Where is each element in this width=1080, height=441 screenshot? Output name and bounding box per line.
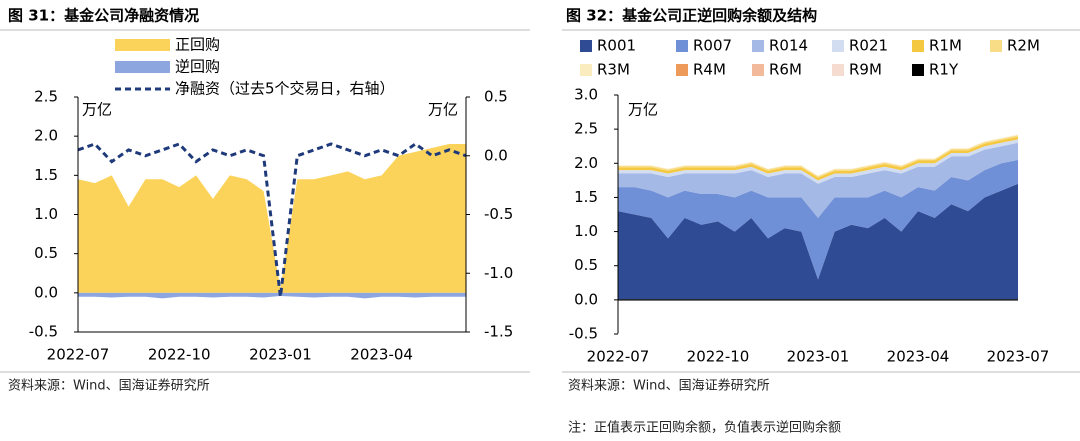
legend-swatch bbox=[832, 64, 844, 76]
legend-swatch bbox=[912, 64, 924, 76]
source: 资料来源：Wind、国海证券研究所 bbox=[8, 378, 210, 394]
y-tick-label: 0.0 bbox=[574, 290, 598, 308]
y-tick-label: 2.0 bbox=[574, 154, 598, 172]
y-tick-label: 0.0 bbox=[34, 283, 58, 301]
legend-swatch bbox=[115, 61, 170, 73]
x-tick-label: 2023-01 bbox=[787, 348, 850, 366]
legend-swatch bbox=[676, 64, 688, 76]
legend-swatch bbox=[912, 40, 924, 52]
legend-label: R001 bbox=[597, 37, 636, 55]
x-tick-label: 2023-04 bbox=[350, 346, 413, 364]
y-tick-label: 2.5 bbox=[574, 120, 598, 138]
area bbox=[618, 142, 1018, 218]
legend-label: R2M bbox=[1007, 37, 1040, 55]
y-tick-label: 1.5 bbox=[34, 166, 58, 184]
legend-swatch bbox=[580, 64, 592, 76]
legend-label: R1Y bbox=[929, 61, 959, 79]
legend-label: 净融资（过去5个交易日，右轴） bbox=[175, 80, 395, 98]
y-unit: 万亿 bbox=[628, 101, 658, 119]
legend-label: R3M bbox=[597, 61, 630, 79]
x-tick-label: 2022-07 bbox=[587, 348, 650, 366]
y-tick-label: -0.5 bbox=[569, 325, 598, 343]
y-tick-label: 1.0 bbox=[574, 222, 598, 240]
y2-tick-label: 0.0 bbox=[484, 146, 508, 164]
legend-label: R007 bbox=[693, 37, 732, 55]
area bbox=[78, 144, 466, 293]
legend-label: R014 bbox=[769, 37, 808, 55]
area bbox=[618, 139, 1018, 184]
legend-swatch bbox=[832, 40, 844, 52]
y-tick-label: 1.5 bbox=[574, 188, 598, 206]
note: 注：正值表示正回购余额，负值表示逆回购余额 bbox=[568, 420, 841, 436]
y2-tick-label: 0.5 bbox=[484, 88, 508, 106]
chart-title: 图 32：基金公司正逆回购余额及结构 bbox=[566, 7, 817, 25]
chart-title: 图 31：基金公司净融资情况 bbox=[8, 7, 199, 25]
legend-label: 正回购 bbox=[175, 36, 220, 54]
y2-tick-label: -1.0 bbox=[484, 264, 513, 282]
y2-unit: 万亿 bbox=[428, 101, 458, 119]
legend-label: R021 bbox=[849, 37, 888, 55]
area bbox=[618, 134, 1018, 177]
y-tick-label: 1.0 bbox=[34, 205, 58, 223]
y-tick-label: 0.5 bbox=[34, 244, 58, 262]
legend-label: R4M bbox=[693, 61, 726, 79]
y-tick-label: -0.5 bbox=[29, 323, 58, 341]
x-tick-label: 2023-01 bbox=[249, 346, 312, 364]
x-tick-label: 2022-10 bbox=[687, 348, 750, 366]
y-tick-label: 2.5 bbox=[34, 88, 58, 106]
source: 资料来源：Wind、国海证券研究所 bbox=[568, 378, 770, 394]
x-tick-label: 2023-04 bbox=[887, 348, 950, 366]
legend-label: R6M bbox=[769, 61, 802, 79]
net-financing-line bbox=[77, 142, 467, 297]
y-tick-label: 0.5 bbox=[574, 256, 598, 274]
area bbox=[618, 135, 1018, 178]
legend-swatch bbox=[115, 39, 170, 51]
legend-swatch bbox=[990, 40, 1002, 52]
y-tick-label: 2.0 bbox=[34, 127, 58, 145]
area bbox=[78, 292, 466, 299]
x-tick-label: 2022-10 bbox=[148, 346, 211, 364]
x-tick-label: 2023-07 bbox=[987, 348, 1050, 366]
area bbox=[618, 136, 1018, 181]
legend-label: R9M bbox=[849, 61, 882, 79]
y2-tick-label: -1.5 bbox=[484, 323, 513, 341]
area bbox=[618, 183, 1018, 300]
legend-swatch bbox=[752, 40, 764, 52]
legend-swatch bbox=[676, 40, 688, 52]
legend-swatch bbox=[580, 40, 592, 52]
y2-tick-label: -0.5 bbox=[484, 205, 513, 223]
legend-label: R1M bbox=[929, 37, 962, 55]
x-tick-label: 2022-07 bbox=[47, 346, 110, 364]
area bbox=[618, 159, 1018, 280]
legend-swatch bbox=[752, 64, 764, 76]
y-unit: 万亿 bbox=[82, 101, 112, 119]
legend-label: 逆回购 bbox=[175, 58, 220, 76]
y-tick-label: 3.0 bbox=[574, 86, 598, 104]
